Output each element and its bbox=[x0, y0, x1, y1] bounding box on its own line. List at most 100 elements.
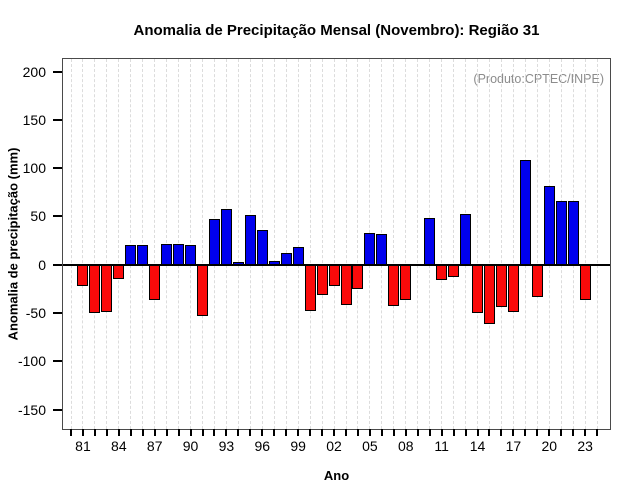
bar-2012 bbox=[448, 264, 460, 278]
year-gridline bbox=[106, 59, 108, 429]
bar-2022 bbox=[567, 201, 579, 265]
bar-1984 bbox=[113, 264, 125, 280]
x-tick-label: 17 bbox=[505, 438, 522, 454]
year-gridline bbox=[357, 59, 359, 429]
bar-1995 bbox=[244, 214, 256, 265]
year-gridline bbox=[178, 59, 180, 429]
year-gridline bbox=[500, 59, 502, 429]
y-tick bbox=[53, 360, 62, 363]
x-tick bbox=[117, 429, 120, 436]
x-tick bbox=[560, 429, 563, 436]
year-gridline bbox=[297, 59, 299, 429]
bar-1988 bbox=[161, 243, 173, 265]
year-gridline bbox=[142, 59, 144, 429]
year-gridline bbox=[94, 59, 96, 429]
x-tick-label: 90 bbox=[182, 438, 199, 454]
x-tick bbox=[596, 429, 599, 436]
bar-1998 bbox=[280, 253, 292, 265]
x-tick bbox=[225, 429, 228, 436]
year-gridline bbox=[130, 59, 132, 429]
x-tick bbox=[81, 429, 84, 436]
x-tick bbox=[309, 429, 312, 436]
x-tick bbox=[584, 429, 587, 436]
y-tick bbox=[53, 263, 62, 266]
x-tick bbox=[261, 429, 264, 436]
x-tick bbox=[536, 429, 539, 436]
year-gridline bbox=[536, 59, 538, 429]
bar-1994 bbox=[232, 261, 244, 265]
x-tick bbox=[404, 429, 407, 436]
x-tick bbox=[368, 429, 371, 436]
year-gridline bbox=[285, 59, 287, 429]
y-tick bbox=[53, 408, 62, 411]
year-gridline bbox=[70, 59, 72, 429]
year-gridline bbox=[584, 59, 586, 429]
x-tick bbox=[524, 429, 527, 436]
bar-2001 bbox=[316, 264, 328, 295]
x-tick bbox=[380, 429, 383, 436]
y-tick-label: 200 bbox=[22, 63, 46, 80]
year-gridline bbox=[345, 59, 347, 429]
x-tick-label: 14 bbox=[469, 438, 486, 454]
bar-2023 bbox=[579, 264, 591, 300]
year-gridline bbox=[82, 59, 84, 429]
x-tick bbox=[512, 429, 515, 436]
x-tick bbox=[285, 429, 288, 436]
y-tick bbox=[53, 118, 62, 121]
y-tick-label: 100 bbox=[22, 160, 46, 177]
y-tick-label: 150 bbox=[22, 111, 46, 128]
bar-2013 bbox=[460, 213, 472, 265]
x-tick bbox=[333, 429, 336, 436]
x-tick bbox=[416, 429, 419, 436]
x-tick bbox=[177, 429, 180, 436]
y-tick bbox=[53, 70, 62, 73]
x-tick bbox=[548, 429, 551, 436]
bar-2018 bbox=[519, 160, 531, 265]
bar-2000 bbox=[304, 264, 316, 312]
x-tick bbox=[488, 429, 491, 436]
y-tick bbox=[53, 312, 62, 315]
bar-1983 bbox=[101, 264, 113, 313]
y-tick-label: 50 bbox=[30, 208, 46, 225]
x-tick-label: 93 bbox=[218, 438, 235, 454]
bar-2020 bbox=[543, 185, 555, 265]
bar-2017 bbox=[507, 264, 519, 313]
x-tick-label: 96 bbox=[254, 438, 271, 454]
x-tick bbox=[500, 429, 503, 436]
bar-2004 bbox=[352, 264, 364, 289]
year-gridline bbox=[202, 59, 204, 429]
x-tick bbox=[392, 429, 395, 436]
x-tick bbox=[297, 429, 300, 436]
year-gridline bbox=[596, 59, 598, 429]
bar-1986 bbox=[137, 245, 149, 265]
bar-1997 bbox=[268, 260, 280, 265]
x-tick bbox=[249, 429, 252, 436]
x-tick bbox=[345, 429, 347, 436]
x-tick bbox=[213, 429, 216, 436]
plot-area: (Produto:CPTEC/INPE) bbox=[62, 58, 611, 430]
x-tick bbox=[356, 429, 359, 436]
year-gridline bbox=[453, 59, 455, 429]
bar-1993 bbox=[220, 208, 232, 265]
x-tick bbox=[201, 429, 204, 436]
bar-1985 bbox=[125, 245, 137, 265]
bar-2007 bbox=[388, 264, 400, 307]
bar-2005 bbox=[364, 232, 376, 265]
x-tick bbox=[237, 429, 240, 436]
x-tick bbox=[452, 429, 455, 436]
x-axis-label: Ano bbox=[323, 468, 350, 483]
bar-1989 bbox=[173, 244, 185, 265]
y-tick-label: -50 bbox=[25, 305, 46, 322]
bar-1999 bbox=[292, 247, 304, 265]
x-tick bbox=[273, 429, 276, 436]
source-annotation: (Produto:CPTEC/INPE) bbox=[473, 72, 604, 86]
year-gridline bbox=[477, 59, 479, 429]
x-tick bbox=[105, 429, 108, 436]
bar-2003 bbox=[340, 264, 352, 306]
x-tick-label: 23 bbox=[577, 438, 593, 454]
year-gridline bbox=[441, 59, 443, 429]
bar-2002 bbox=[328, 264, 340, 287]
x-tick-label: 87 bbox=[146, 438, 163, 454]
bar-2014 bbox=[472, 264, 484, 314]
year-gridline bbox=[393, 59, 395, 429]
